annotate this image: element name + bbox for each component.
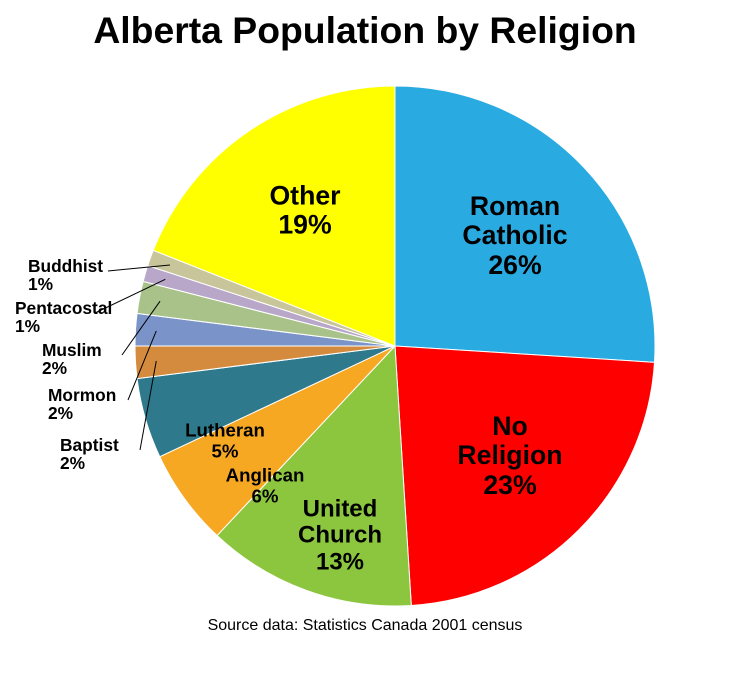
pie-slice-1 <box>395 346 654 605</box>
pie-chart: Roman Catholic 26%No Religion 23%United … <box>0 51 730 611</box>
chart-footer: Source data: Statistics Canada 2001 cens… <box>0 611 730 635</box>
chart-title: Alberta Population by Religion <box>0 0 730 51</box>
pie-slice-0 <box>395 86 655 362</box>
pie-svg <box>0 51 730 611</box>
